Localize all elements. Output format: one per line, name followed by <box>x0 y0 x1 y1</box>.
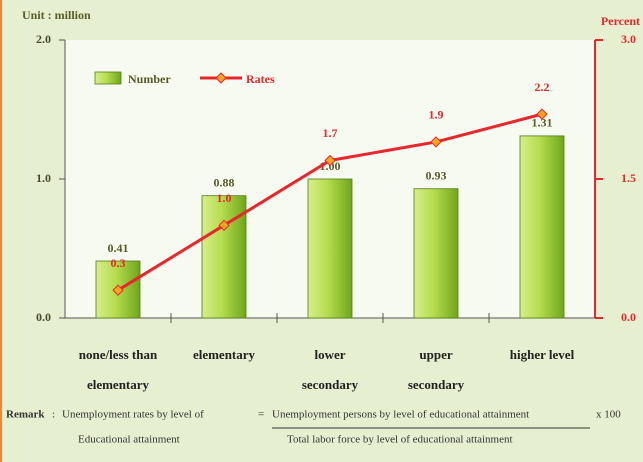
rate-marker <box>430 136 442 148</box>
y-tick-label: 1.0 <box>36 171 51 185</box>
x-tick-label: secondary <box>302 377 359 392</box>
bar-value-label: 0.88 <box>214 175 235 189</box>
rate-value-label: 1.0 <box>217 191 232 205</box>
bar <box>201 195 247 319</box>
remark-label: Remark <box>6 409 45 421</box>
y2-tick-label: 1.5 <box>621 171 636 185</box>
rate-marker <box>324 154 336 167</box>
rate-marker <box>112 284 124 296</box>
bar <box>307 178 353 319</box>
left-axis-label: Unit : million <box>22 8 91 22</box>
bar <box>519 135 565 319</box>
rate-value-label: 2.2 <box>535 80 550 94</box>
bar-value-label: 0.41 <box>108 241 129 255</box>
bar-value-label: 0.93 <box>426 168 447 182</box>
legend-swatch <box>94 71 122 85</box>
remark-multiplier: x 100 <box>596 409 621 421</box>
x-tick-label: secondary <box>408 377 465 392</box>
x-tick-label: lower <box>314 347 345 362</box>
rate-marker <box>218 219 230 232</box>
remark-numerator: Unemployment persons by level of educati… <box>272 409 529 421</box>
rate-marker <box>536 108 548 120</box>
rate-value-label: 1.7 <box>323 126 338 140</box>
legend-marker <box>215 72 227 84</box>
legend-label: Rates <box>246 72 275 86</box>
remark-denominator: Total labor force by level of educationa… <box>287 434 513 446</box>
y2-tick-label: 3.0 <box>621 32 636 46</box>
remark-separator: : <box>52 409 55 421</box>
y2-tick-label: 0.0 <box>621 310 636 324</box>
y-tick-label: 2.0 <box>36 32 51 46</box>
x-tick-label: higher level <box>510 347 575 362</box>
x-tick-label: none/less than <box>79 347 158 362</box>
legend-label: Number <box>128 72 171 86</box>
x-tick-label: upper <box>419 347 452 362</box>
rate-value-label: 1.9 <box>429 108 444 122</box>
remark: Remark : Unemployment rates by level of … <box>6 409 621 446</box>
right-axis-label: Percent <box>601 14 640 28</box>
x-tick-label: elementary <box>193 347 256 362</box>
rate-value-label: 0.3 <box>111 256 126 270</box>
y-tick-label: 0.0 <box>36 310 51 324</box>
x-tick-label: elementary <box>87 377 150 392</box>
remark-left: Unemployment rates by level of <box>62 409 204 421</box>
bar <box>413 188 459 319</box>
remark-left: Educational attainment <box>78 434 180 446</box>
remark-equals: = <box>258 409 264 421</box>
bar-value-label: 1.31 <box>532 116 553 130</box>
